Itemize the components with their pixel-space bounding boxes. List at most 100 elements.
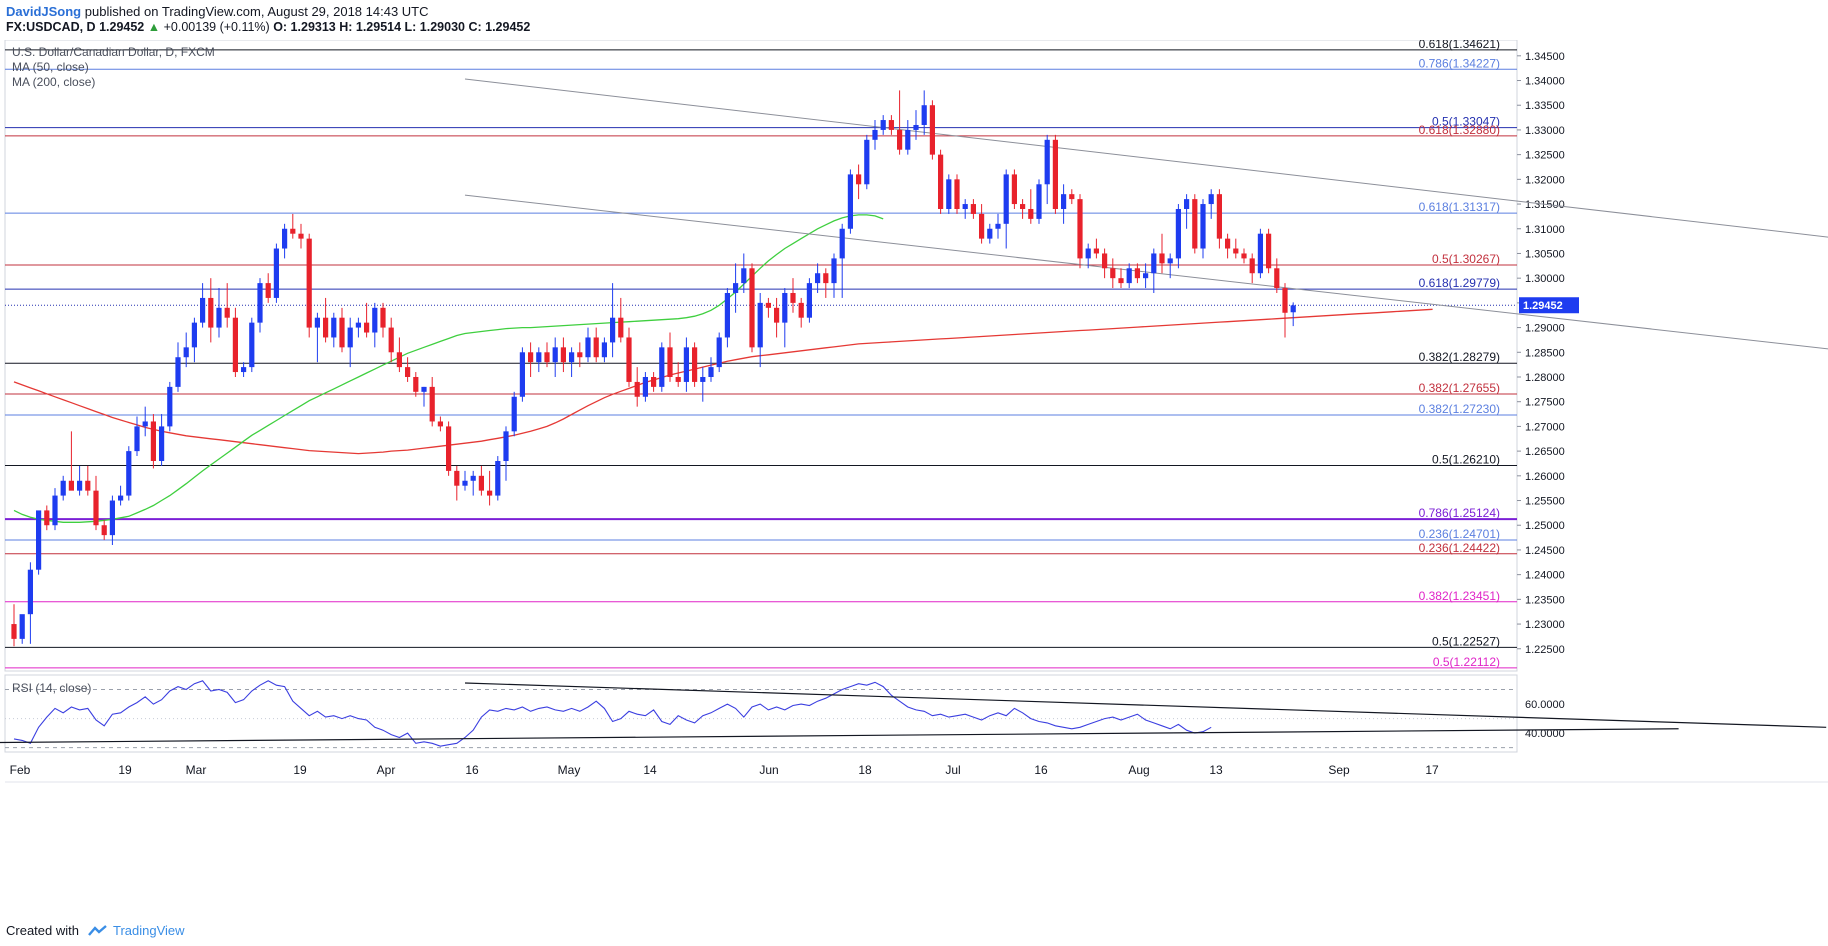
candle	[1216, 189, 1222, 249]
x-tick-label: 17	[1425, 763, 1439, 777]
channel-upper-line	[464, 78, 1828, 238]
candle	[101, 520, 107, 541]
y-tick-label: 1.29000	[1525, 323, 1565, 335]
candle	[232, 307, 238, 377]
fib-level-label: 0.5(1.22527)	[1432, 634, 1500, 648]
candle	[626, 327, 632, 387]
candle	[593, 327, 599, 363]
y-tick-label: 1.24500	[1525, 545, 1565, 557]
candle	[970, 199, 976, 219]
ohlc-line: FX:USDCAD, D 1.29452 ▲ +0.00139 (+0.11%)…	[6, 20, 530, 34]
y-tick-label: 1.33000	[1525, 125, 1565, 137]
candle-body	[856, 174, 862, 185]
candle	[1167, 253, 1173, 279]
candle-body	[872, 129, 878, 140]
candle	[478, 465, 484, 496]
candle-body	[487, 490, 493, 496]
candle	[1028, 189, 1034, 224]
candle	[19, 614, 25, 644]
candle	[1052, 134, 1058, 214]
candle	[1225, 233, 1231, 259]
candle	[27, 562, 33, 644]
candle-body	[610, 317, 616, 343]
candle	[413, 372, 419, 397]
candle-body	[1118, 278, 1124, 284]
candle	[446, 421, 452, 476]
y-tick-label: 1.26500	[1525, 446, 1565, 458]
x-tick-label: 16	[1034, 763, 1048, 777]
candle	[388, 317, 394, 363]
candle-body	[1061, 194, 1067, 209]
candle	[257, 278, 263, 333]
candle	[1003, 169, 1009, 249]
candle	[692, 342, 698, 387]
candle	[44, 505, 50, 531]
candle-body	[995, 223, 1001, 229]
candle	[60, 475, 66, 501]
candle	[749, 263, 755, 353]
candle	[1175, 204, 1181, 269]
candle	[290, 213, 296, 239]
candle-body	[1208, 194, 1214, 205]
candle-body	[77, 480, 83, 491]
candle	[569, 347, 575, 377]
candle-body	[249, 322, 255, 368]
candle	[462, 470, 468, 491]
candle	[741, 253, 747, 293]
last-price-tag	[1519, 297, 1579, 314]
candle-body	[265, 283, 271, 298]
candle	[782, 288, 788, 348]
candle-body	[200, 297, 206, 323]
ma50-line	[13, 214, 884, 523]
x-tick-label: Aug	[1128, 763, 1149, 777]
candle	[85, 465, 91, 496]
candle	[150, 414, 156, 469]
candle-body	[716, 337, 722, 368]
fib-level-label: 0.5(1.26210)	[1432, 452, 1500, 466]
candle-body	[946, 179, 952, 209]
x-tick-label: Mar	[186, 763, 207, 777]
candle-body	[11, 624, 17, 639]
candle-body	[60, 480, 66, 496]
candle	[265, 273, 271, 303]
candle	[1011, 169, 1017, 209]
tradingview-logo-icon	[88, 924, 107, 936]
candle-body	[282, 228, 288, 249]
candle-body	[1184, 199, 1190, 209]
candle	[724, 288, 730, 348]
candle	[372, 302, 378, 348]
candle	[495, 456, 501, 501]
candle	[1274, 258, 1280, 293]
price-pane-frame	[4, 40, 1518, 672]
candle-body	[85, 480, 91, 491]
candle	[1126, 263, 1132, 289]
candle-body	[733, 283, 739, 293]
candle	[183, 332, 189, 368]
candle-body	[1225, 238, 1231, 249]
candle-body	[979, 213, 985, 239]
y-tick-label: 1.27500	[1525, 397, 1565, 409]
author-link[interactable]: DavidJSong	[6, 4, 82, 19]
candle-body	[700, 376, 706, 382]
candle	[1102, 248, 1108, 279]
candle	[175, 342, 181, 392]
candle-body	[544, 352, 550, 363]
candle-body	[831, 258, 837, 284]
candle	[216, 288, 222, 338]
candle-body	[1020, 204, 1026, 209]
candle	[528, 342, 534, 377]
candle	[733, 263, 739, 313]
tradingview-brand[interactable]: TradingView	[87, 923, 185, 938]
candle-body	[388, 327, 394, 353]
candle-body	[167, 386, 173, 427]
y-tick-label: 1.32000	[1525, 174, 1565, 186]
symbol-label: FX:USDCAD, D	[6, 20, 96, 34]
candle-body	[823, 273, 829, 284]
x-tick-label: 13	[1209, 763, 1223, 777]
candle	[1143, 263, 1149, 289]
candle	[815, 263, 821, 293]
candle-body	[815, 273, 821, 284]
price-chart[interactable]: 1.34500 1.34000 1.33500 1.33000 1.32500 1.320…	[0, 40, 1828, 910]
created-with-label: Created with	[6, 923, 79, 938]
candle	[577, 342, 583, 368]
